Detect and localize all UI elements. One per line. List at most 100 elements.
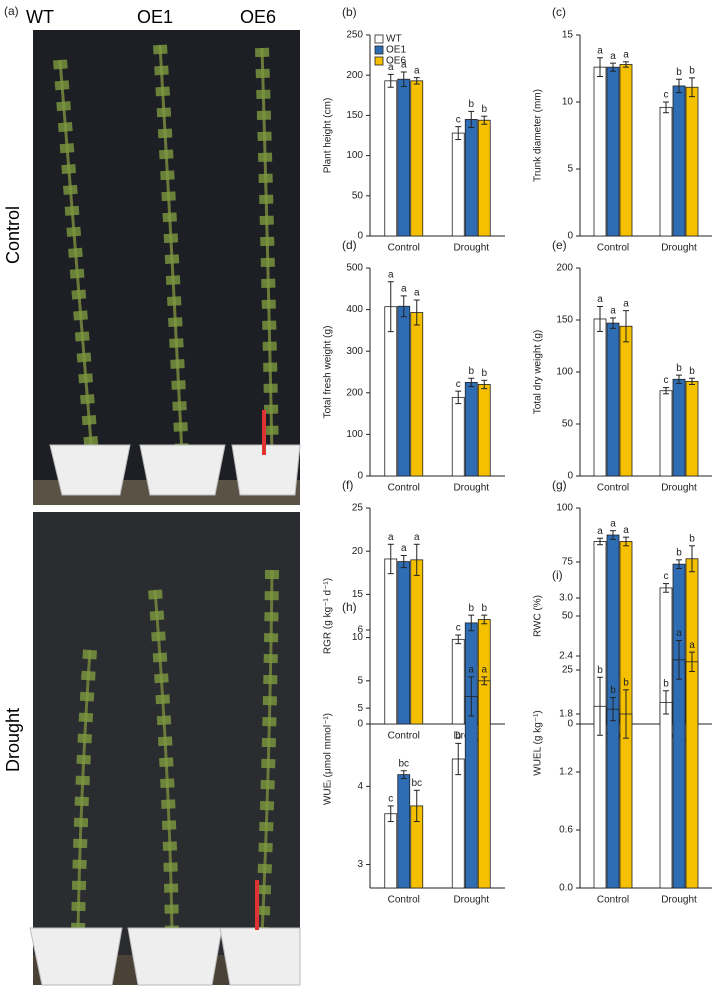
- bar: [464, 119, 478, 237]
- significance-letter: b: [623, 677, 629, 688]
- y-tick-label: 15: [562, 30, 574, 41]
- y-tick-label: 150: [346, 110, 363, 121]
- y-tick-label: 25: [562, 665, 574, 676]
- significance-letter: c: [456, 114, 461, 125]
- bar: [410, 559, 424, 725]
- y-tick-label: 25: [352, 503, 364, 514]
- significance-letter: c: [664, 571, 669, 582]
- column-label: OE1: [137, 7, 173, 27]
- bar: [593, 66, 607, 237]
- panel-label: (g): [552, 478, 567, 492]
- significance-letter: a: [676, 628, 682, 639]
- bar: [685, 86, 699, 237]
- bar: [410, 80, 424, 237]
- panel-label: (i): [552, 568, 563, 582]
- significance-letter: b: [468, 366, 474, 377]
- bar: [464, 696, 478, 889]
- bar: [659, 702, 673, 889]
- bar: [397, 78, 411, 237]
- significance-letter: b: [676, 67, 682, 78]
- row-label: Control: [3, 206, 23, 264]
- bar: [659, 106, 673, 237]
- y-tick-label: 4: [357, 781, 363, 792]
- panel-label: (b): [342, 5, 357, 19]
- y-axis-label: RGR (g kg⁻¹ d⁻¹): [323, 578, 334, 654]
- significance-letter: a: [414, 288, 420, 299]
- bar: [464, 381, 478, 477]
- significance-letter: a: [597, 526, 603, 537]
- x-tick-label: Control: [597, 895, 629, 906]
- significance-letter: a: [610, 518, 616, 529]
- significance-letter: a: [468, 665, 474, 676]
- significance-letter: b: [481, 603, 487, 614]
- pots: [29, 444, 301, 986]
- significance-letter: a: [401, 284, 407, 295]
- x-tick-label: Drought: [661, 483, 697, 494]
- y-tick-label: 0: [357, 231, 363, 242]
- bar: [672, 85, 686, 237]
- bar: [685, 661, 699, 889]
- y-tick-label: 0: [357, 719, 363, 730]
- y-tick-label: 250: [346, 30, 363, 41]
- bar: [477, 119, 491, 237]
- significance-letter: a: [610, 306, 616, 317]
- bar: [451, 396, 465, 477]
- bar: [451, 638, 465, 725]
- y-tick-label: 500: [346, 263, 363, 274]
- bar: [477, 680, 491, 889]
- significance-letter: b: [610, 685, 616, 696]
- significance-letter: a: [623, 298, 629, 309]
- significance-letter: a: [689, 640, 695, 651]
- x-tick-label: Control: [597, 483, 629, 494]
- significance-letter: b: [481, 368, 487, 379]
- x-tick-label: Drought: [453, 895, 489, 906]
- bar: [397, 305, 411, 477]
- significance-letter: bc: [411, 778, 422, 789]
- y-tick-label: 200: [556, 263, 573, 274]
- y-tick-label: 3.0: [559, 593, 573, 604]
- row-label: Drought: [3, 708, 23, 772]
- significance-letter: a: [623, 525, 629, 536]
- significance-letter: b: [468, 99, 474, 110]
- bar: [672, 378, 686, 477]
- x-tick-label: Drought: [453, 243, 489, 254]
- y-tick-label: 200: [346, 70, 363, 81]
- bar: [410, 312, 424, 477]
- y-tick-label: 0: [567, 719, 573, 730]
- x-tick-label: Control: [388, 731, 420, 742]
- y-axis-label: RWC (%): [533, 595, 544, 637]
- y-tick-label: 0: [357, 471, 363, 482]
- significance-letter: b: [597, 665, 603, 676]
- y-tick-label: 150: [556, 315, 573, 326]
- y-tick-label: 0.6: [559, 825, 573, 836]
- significance-letter: a: [623, 49, 629, 60]
- label-stake: [255, 880, 259, 930]
- y-tick-label: 50: [562, 419, 574, 430]
- bar: [672, 659, 686, 889]
- y-axis-label: Total dry weight (g): [533, 330, 544, 414]
- significance-letter: c: [456, 379, 461, 390]
- bar: [451, 758, 465, 889]
- legend-swatch: [374, 45, 384, 55]
- significance-letter: a: [414, 532, 420, 543]
- significance-letter: a: [610, 51, 616, 62]
- significance-letter: a: [388, 62, 394, 73]
- y-axis-label: WUEL (g kg⁻¹): [533, 710, 544, 775]
- significance-letter: b: [481, 104, 487, 115]
- legend-swatch: [374, 56, 384, 66]
- y-axis-label: Trunk diameter (mm): [533, 89, 544, 182]
- y-tick-label: 6: [357, 625, 363, 636]
- photo-panel: (a) WT OE1 OE6 Control Drought: [3, 4, 301, 986]
- plant-leaves: [53, 44, 279, 936]
- bar: [659, 390, 673, 477]
- legend-label: WT: [386, 34, 402, 45]
- bar: [384, 813, 398, 889]
- y-tick-label: 100: [346, 429, 363, 440]
- x-tick-label: Drought: [661, 243, 697, 254]
- y-tick-label: 3: [357, 859, 363, 870]
- bar: [477, 384, 491, 477]
- significance-letter: b: [468, 603, 474, 614]
- y-tick-label: 100: [556, 503, 573, 514]
- y-axis-label: Total fresh weight (g): [323, 326, 334, 419]
